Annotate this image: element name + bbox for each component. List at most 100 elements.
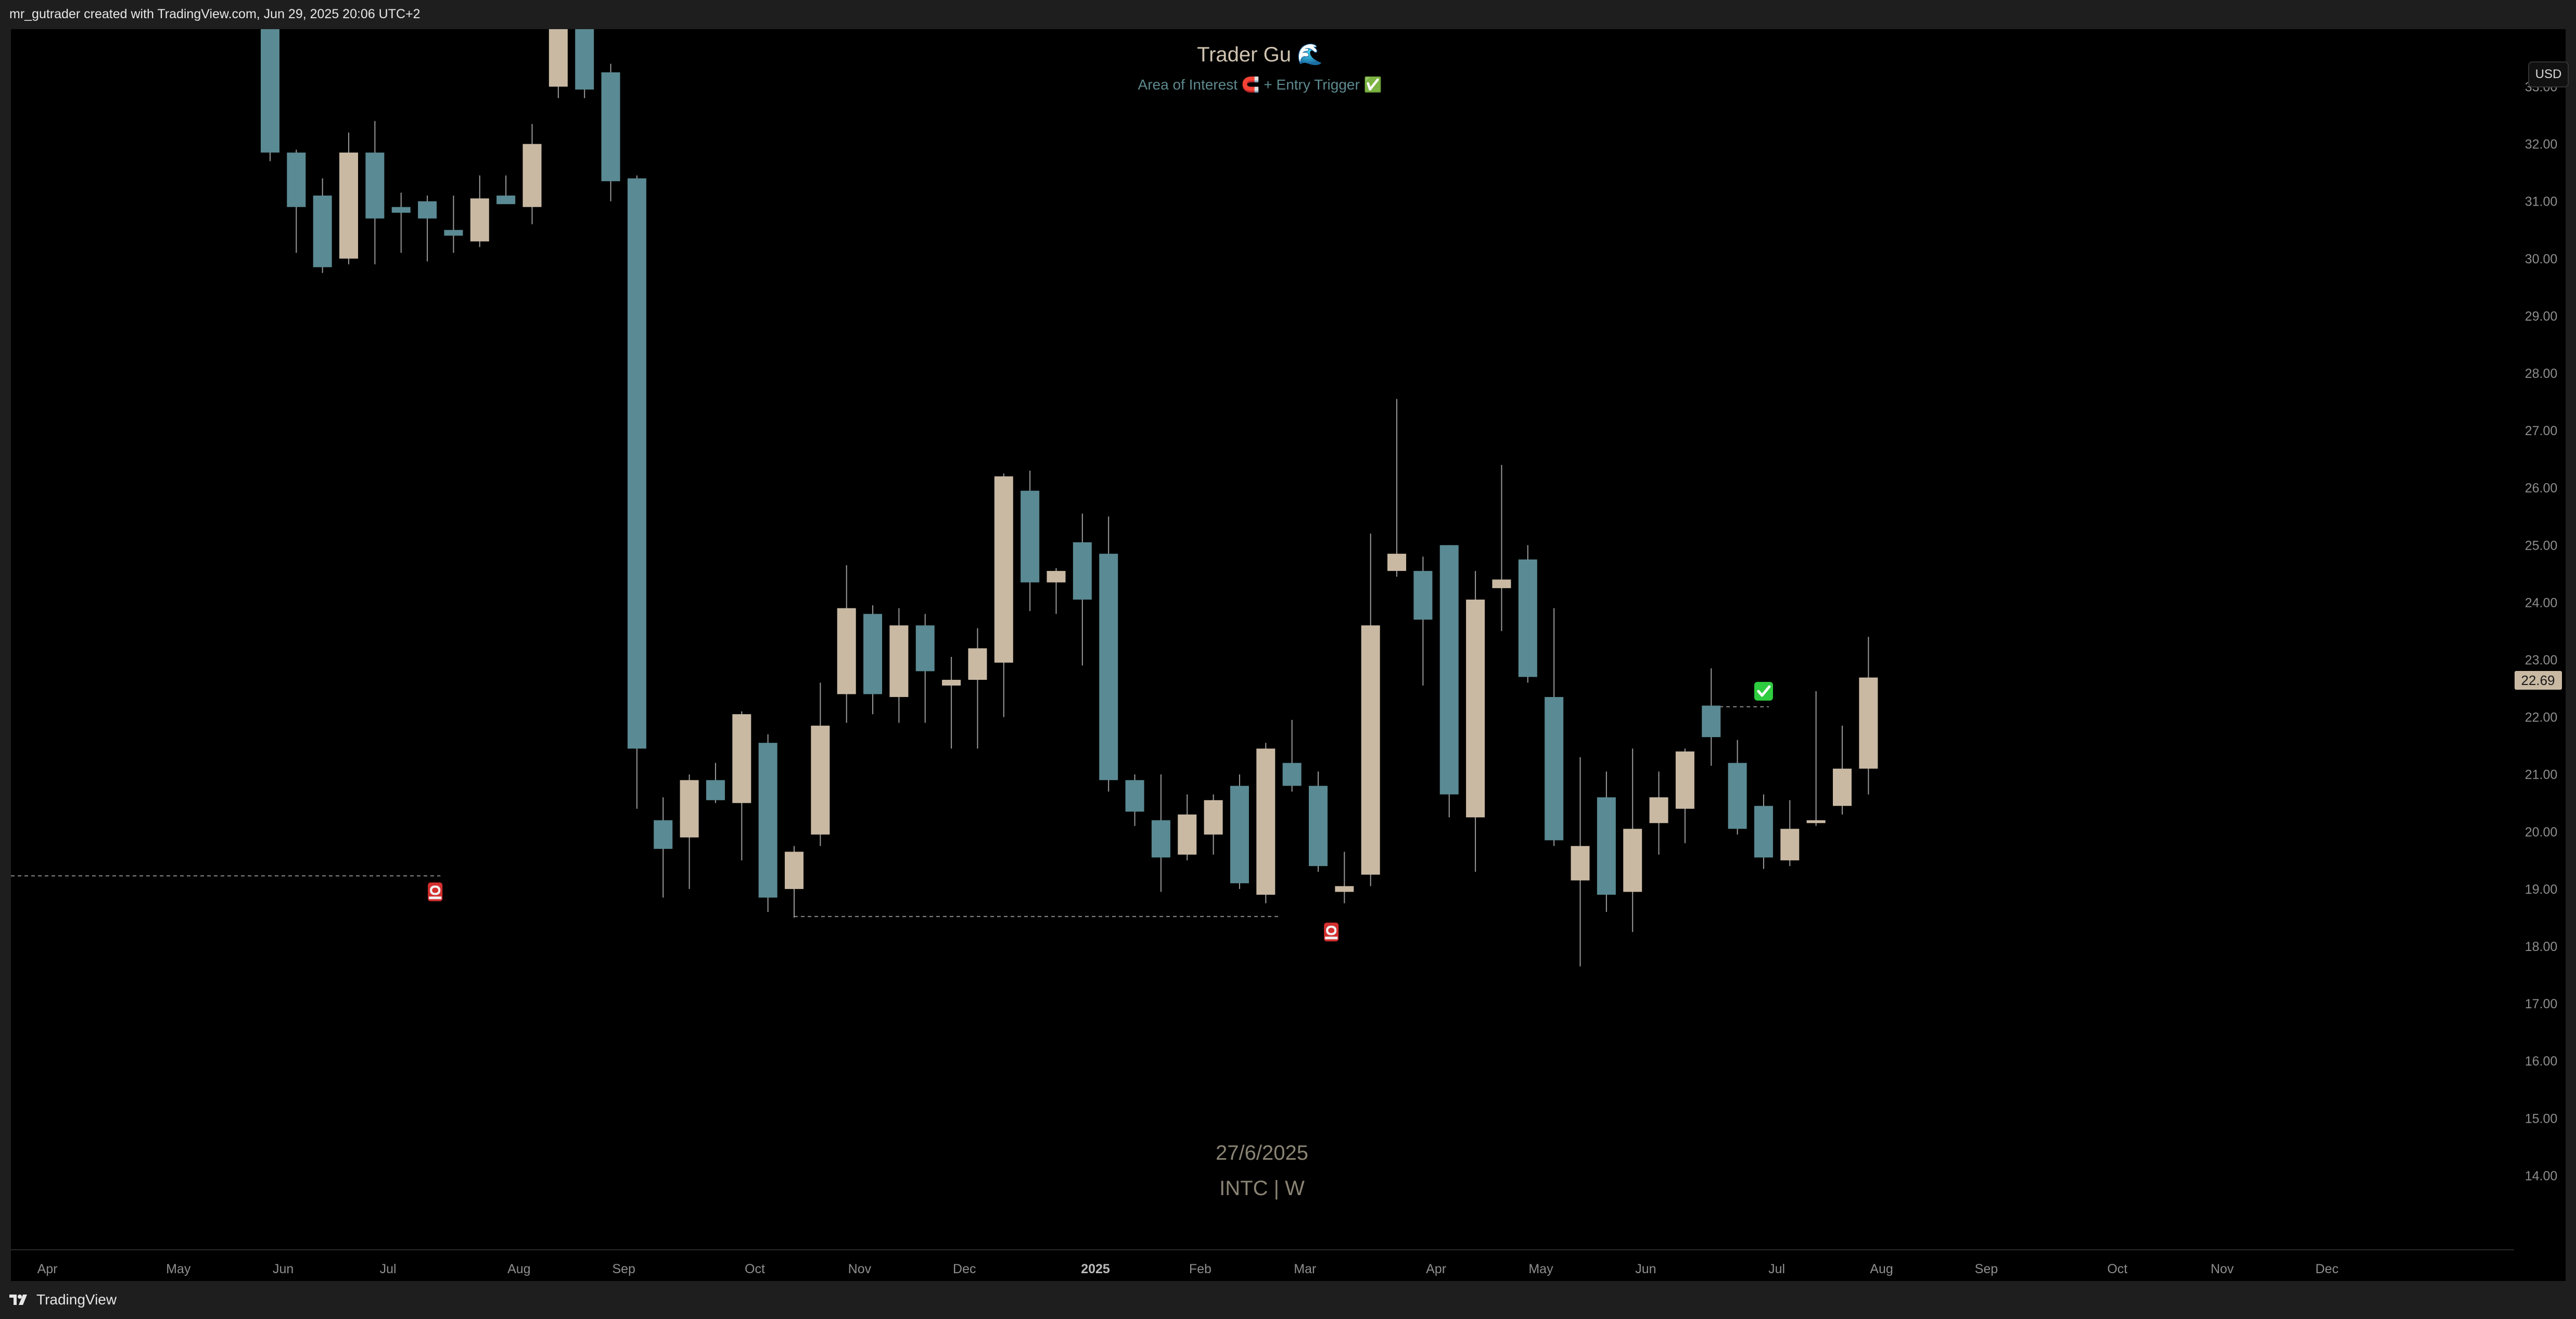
candle-body [391,207,411,213]
candle[interactable] [1309,771,1328,872]
price-axis-tick-label: 18.00 [2525,940,2558,954]
candle[interactable] [418,195,437,262]
candle[interactable] [1728,740,1747,835]
candle[interactable] [994,473,1013,717]
price-axis[interactable]: 33.0032.0031.0030.0029.0028.0027.0026.00… [2525,80,2558,1184]
candle-body [339,153,359,259]
candle[interactable] [313,178,332,273]
brand[interactable]: TradingView [9,1291,117,1308]
candle-body [863,614,883,694]
candle[interactable] [1859,637,1878,795]
candle[interactable] [1833,726,1852,815]
price-axis-tick-label: 20.00 [2525,825,2558,840]
candle-body [313,195,332,268]
currency-button[interactable]: USD [2528,61,2569,87]
candle[interactable] [1335,852,1354,904]
candle[interactable] [1545,608,1564,846]
candle[interactable] [942,656,961,749]
candle[interactable] [811,682,830,846]
candle-body [1492,579,1511,588]
candle-body [1623,829,1642,892]
candle[interactable] [1806,691,1826,826]
candle[interactable] [1021,471,1040,611]
candle[interactable] [339,132,359,264]
candle[interactable] [287,149,306,253]
candle[interactable] [365,121,385,264]
candle-body [1675,751,1694,809]
candle[interactable] [1649,771,1668,855]
candle-body [1518,559,1537,677]
candle[interactable] [1780,800,1800,866]
candle[interactable] [889,608,909,723]
candle[interactable] [706,763,725,803]
candle[interactable] [1073,513,1092,666]
candle-body [261,29,279,153]
candle[interactable] [1099,516,1118,792]
candle-body [601,72,620,182]
candle[interactable] [1571,757,1590,967]
candle[interactable] [1125,774,1144,826]
candle[interactable] [601,64,620,201]
candle[interactable] [915,614,935,723]
candle-body [968,648,987,680]
chart-area[interactable]: 33.0032.0031.0030.0029.0028.0027.0026.00… [11,29,2569,1281]
candle[interactable] [391,193,411,253]
time-axis-tick-label: Dec [2315,1262,2338,1276]
time-axis-tick-label: Jul [380,1262,397,1276]
candle[interactable] [1387,399,1407,577]
check-mark-icon[interactable] [1754,682,1773,701]
candle[interactable] [496,175,516,205]
candle-body [1754,806,1773,858]
candle[interactable] [1151,774,1170,892]
candle-body [837,608,856,694]
candle[interactable] [1256,743,1276,904]
candle[interactable] [785,846,804,918]
candle[interactable] [654,797,673,898]
candle[interactable] [1597,771,1616,912]
candle[interactable] [1623,749,1642,932]
candle[interactable] [627,175,646,809]
candle[interactable] [863,605,883,715]
candle[interactable] [1230,774,1249,889]
time-axis-tick-label: Sep [612,1262,635,1276]
candle[interactable] [575,29,594,98]
candle-body [889,625,909,697]
candle[interactable] [732,711,751,860]
candle[interactable] [1439,545,1459,818]
candle[interactable] [1413,556,1433,686]
candle[interactable] [1282,720,1302,792]
chart-title: Trader Gu 🌊 [1197,42,1323,66]
candle-body [1597,797,1616,895]
candle[interactable] [1675,749,1694,843]
alarm-light-icon[interactable] [1324,922,1339,942]
candle[interactable] [1047,568,1066,614]
chart-svg[interactable]: 33.0032.0031.0030.0029.0028.0027.0026.00… [11,29,2566,1281]
candle[interactable] [1466,570,1485,872]
candle[interactable] [968,628,987,749]
candle[interactable] [680,774,699,889]
candle-body [1282,763,1302,786]
candle-body [915,625,935,671]
candle[interactable] [470,175,489,247]
candle[interactable] [1204,794,1223,855]
candle[interactable] [1754,794,1773,869]
candle[interactable] [549,29,568,98]
candle[interactable] [1518,545,1537,683]
price-axis-tick-label: 17.00 [2525,997,2558,1011]
time-axis[interactable]: MarAprMayJunJulAugSepOctNovDec2025FebMar… [11,1262,2339,1276]
candle[interactable] [522,124,542,224]
candle[interactable] [1178,794,1197,860]
candle-body [654,820,673,849]
candle[interactable] [837,565,856,723]
candle-body [1204,800,1223,835]
candle[interactable] [261,29,279,161]
price-axis-tick-label: 23.00 [2525,653,2558,668]
candle-body [1151,820,1170,858]
candle-body [1178,814,1197,855]
candle[interactable] [1361,534,1380,886]
candle[interactable] [758,734,777,912]
candle[interactable] [1702,668,1721,766]
alarm-light-icon[interactable] [428,882,443,902]
candle[interactable] [1492,465,1511,631]
candle[interactable] [444,195,463,253]
